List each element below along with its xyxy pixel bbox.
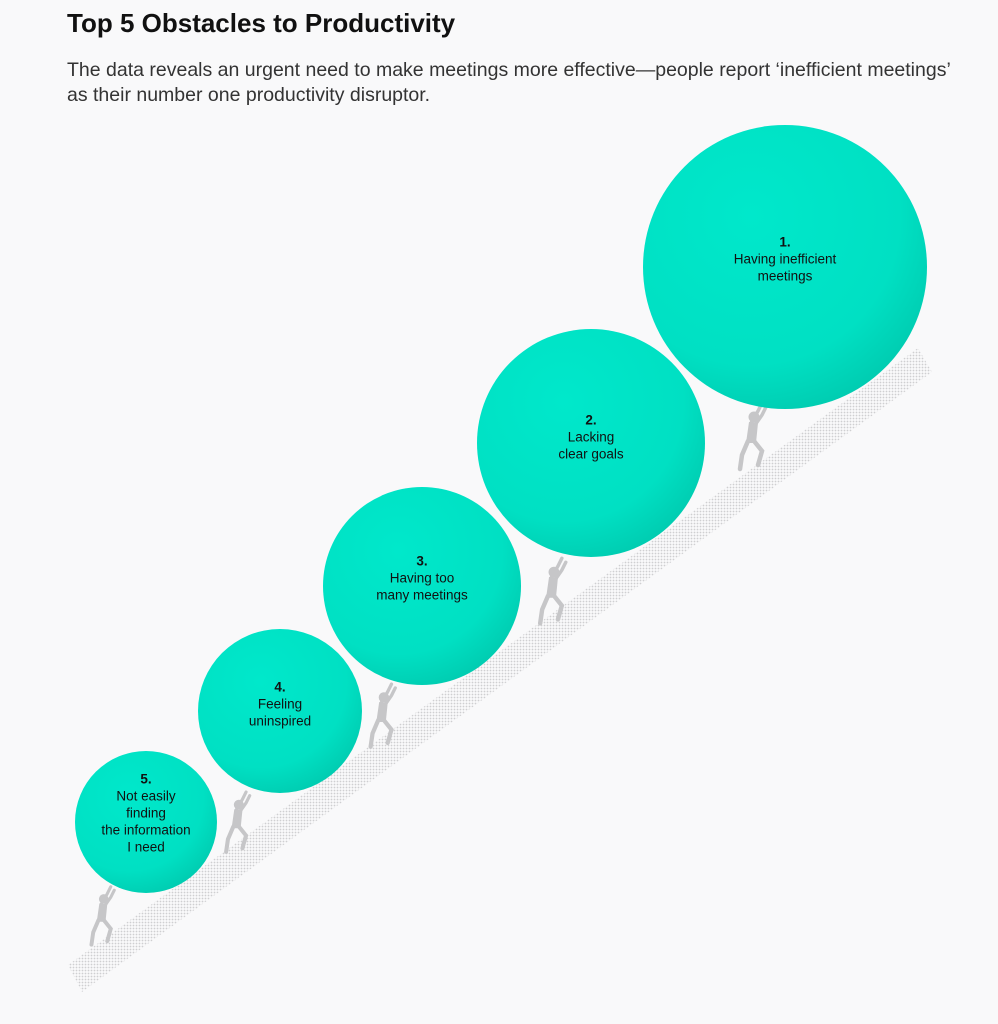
obstacle-ball-4 [198,629,362,793]
obstacle-text: Lacking clear goals [558,429,624,462]
obstacle-rank: 1. [779,234,791,250]
pushing-person-icon [737,401,768,472]
pushing-person-icon [368,682,397,749]
obstacle-label-2: 2. Lacking clear goals [558,412,623,463]
obstacle-text: Not easily finding the information I nee… [101,788,191,855]
obstacle-rank: 3. [416,553,428,569]
obstacle-label-5: 5. Not easily finding the information I n… [101,771,190,856]
obstacle-rank: 2. [585,412,597,428]
pushing-person-icon [89,885,116,947]
obstacle-rank: 5. [140,771,152,787]
obstacle-ball-5 [75,751,217,893]
obstacle-text: Having too many meetings [376,570,468,603]
obstacle-text: Feeling uninspired [248,696,312,729]
obstacle-ball-2 [477,329,705,557]
obstacle-label-3: 3. Having too many meetings [376,553,468,604]
obstacle-rank: 4. [274,679,286,695]
obstacle-ball-3 [323,487,521,685]
obstacle-text: Having inefficient meetings [733,251,837,284]
pushing-person-icon [537,556,568,626]
page-subtitle: The data reveals an urgent need to make … [67,59,951,106]
pushing-person-icon [224,790,252,854]
obstacle-label-4: 4. Feeling uninspired [249,679,311,730]
obstacle-ball-1 [643,125,927,409]
page-title: Top 5 Obstacles to Productivity [67,8,456,38]
ramp [68,348,932,992]
obstacle-label-1: 1. Having inefficient meetings [734,234,837,285]
